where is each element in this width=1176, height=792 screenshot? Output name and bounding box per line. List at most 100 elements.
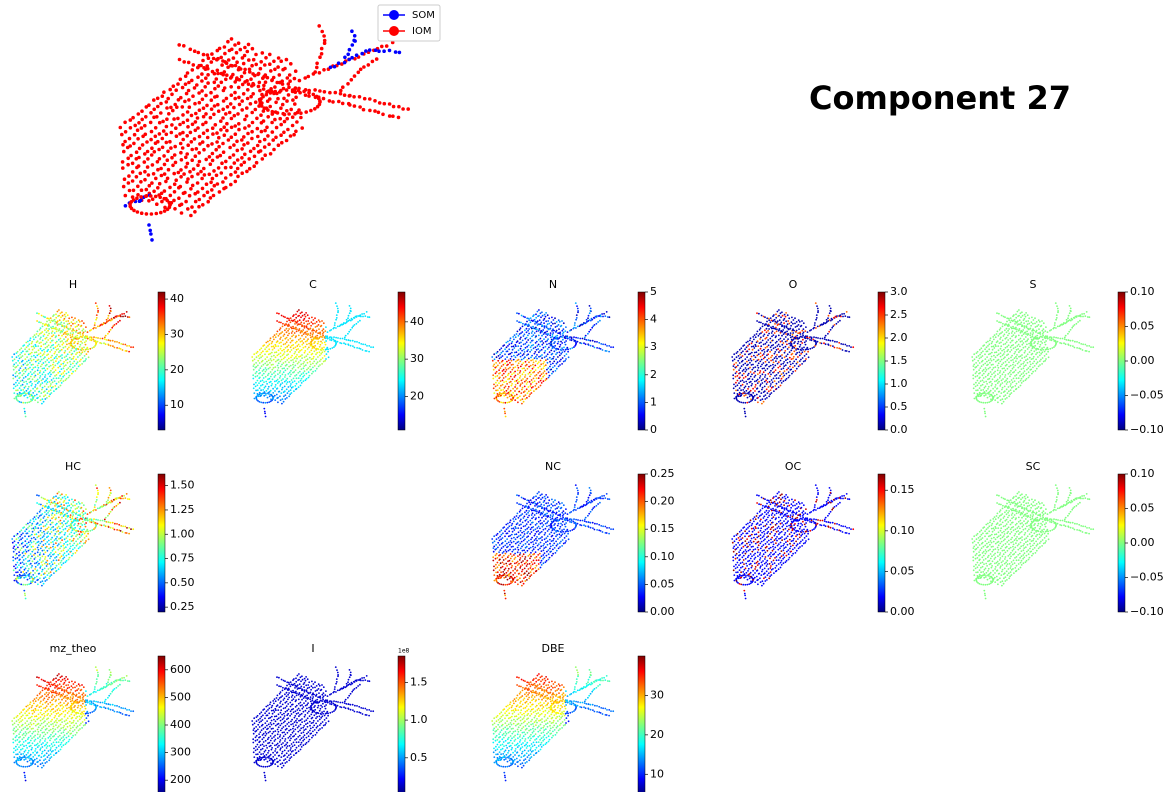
node (1040, 352, 1043, 355)
node (237, 95, 241, 100)
node (555, 349, 557, 351)
node (112, 316, 115, 319)
node (786, 330, 788, 333)
node (514, 343, 517, 346)
node (492, 368, 495, 371)
node (285, 363, 288, 366)
node (524, 394, 527, 396)
node (783, 331, 786, 334)
node (1012, 325, 1014, 328)
node (741, 359, 744, 362)
node (46, 324, 49, 327)
node (792, 370, 794, 373)
node (318, 99, 322, 103)
node (748, 348, 751, 351)
node (262, 74, 266, 79)
node (278, 116, 283, 121)
node (539, 345, 541, 348)
node (16, 350, 19, 353)
node (772, 334, 775, 336)
node (303, 327, 306, 329)
node (498, 393, 501, 396)
node (777, 377, 780, 379)
node (516, 340, 519, 343)
node (1036, 342, 1039, 345)
node (766, 345, 769, 348)
node (1007, 329, 1009, 332)
node (265, 380, 268, 383)
node (561, 329, 564, 332)
node (739, 394, 742, 397)
node (775, 387, 778, 390)
node (41, 354, 44, 357)
node (359, 348, 362, 350)
node (1072, 345, 1074, 347)
node (771, 381, 774, 384)
node (999, 355, 1002, 358)
node (50, 326, 52, 329)
node (53, 318, 56, 321)
node (502, 363, 505, 366)
node (746, 396, 749, 399)
node (765, 363, 768, 366)
node (310, 349, 313, 352)
node (222, 125, 226, 129)
node (277, 349, 280, 352)
node (807, 350, 809, 353)
node (58, 351, 60, 354)
node (766, 324, 769, 327)
node (54, 375, 56, 377)
node (989, 337, 992, 340)
node (519, 338, 521, 340)
node (242, 70, 247, 75)
node (498, 357, 501, 360)
node (547, 367, 550, 369)
node (777, 334, 780, 337)
node (804, 337, 807, 340)
node (315, 347, 317, 350)
node (246, 88, 250, 92)
node (360, 315, 362, 318)
node (56, 345, 59, 347)
node (370, 59, 375, 64)
node (741, 374, 744, 377)
node (76, 351, 79, 354)
node (258, 400, 261, 403)
node (322, 68, 326, 72)
node (599, 319, 601, 322)
node (289, 107, 294, 112)
node (765, 379, 767, 382)
node (1071, 339, 1074, 342)
node (1056, 325, 1059, 328)
node (240, 156, 244, 160)
node (747, 340, 749, 343)
node (65, 372, 68, 375)
node (827, 314, 830, 317)
node (529, 350, 531, 353)
node (523, 367, 525, 370)
node (516, 382, 519, 384)
node (210, 126, 215, 130)
node (16, 379, 19, 382)
node (63, 322, 65, 324)
node (213, 86, 217, 91)
node (799, 333, 802, 335)
node (754, 343, 757, 346)
node (266, 134, 270, 138)
node (496, 375, 499, 377)
node (1025, 326, 1028, 329)
node (987, 353, 990, 356)
node (516, 378, 519, 381)
node (794, 317, 796, 320)
node (789, 334, 792, 337)
node (56, 354, 58, 356)
node (99, 337, 102, 340)
node (41, 388, 43, 391)
node (123, 312, 125, 315)
node (509, 361, 511, 364)
node (345, 318, 348, 321)
node (994, 370, 996, 373)
node (256, 84, 261, 89)
node (11, 356, 14, 358)
node (107, 332, 109, 335)
